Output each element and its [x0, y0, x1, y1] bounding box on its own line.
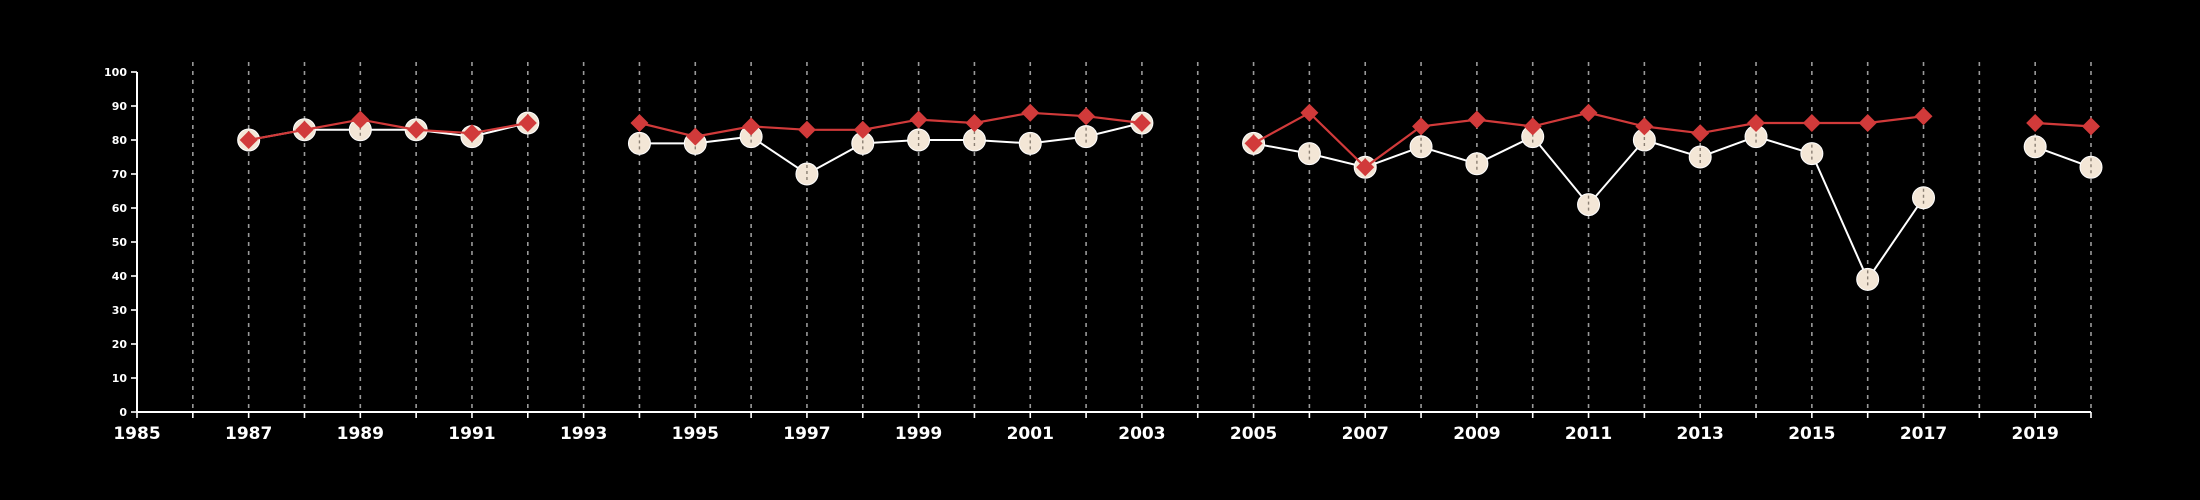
diamond-point-1992: [518, 114, 537, 132]
x-tick-label-1985: 1985: [113, 424, 160, 444]
x-tick-label-1995: 1995: [672, 424, 719, 444]
diamond-point-2002: [1077, 107, 1096, 126]
y-tick-label-60: 60: [112, 202, 128, 215]
x-tick-label-2017: 2017: [1900, 424, 1947, 444]
diamond-point-2009: [1467, 110, 1486, 129]
y-tick-label-80: 80: [112, 134, 128, 147]
diamond-point-2020: [2082, 117, 2100, 136]
diamond-point-1995: [686, 127, 705, 146]
y-tick-label-50: 50: [112, 236, 128, 249]
diamond-point-1997: [797, 120, 816, 139]
y-tick-label-0: 0: [119, 406, 127, 419]
diamond-point-1989: [351, 110, 370, 129]
series-diamond-line-segment-1: [639, 111, 1143, 138]
y-tick-label-10: 10: [112, 372, 128, 385]
series-diamond-line-segment-0: [248, 118, 528, 142]
diamond-point-2019: [2026, 114, 2045, 132]
diamond-point-2010: [1523, 117, 1542, 136]
diamond-point-1991: [462, 124, 481, 143]
diamond-point-2014: [1747, 114, 1766, 132]
y-tick-label-70: 70: [112, 168, 128, 181]
y-tick-label-90: 90: [112, 100, 128, 113]
x-tick-label-1991: 1991: [448, 424, 495, 444]
x-tick-label-2005: 2005: [1230, 424, 1277, 444]
diamond-point-2015: [1802, 114, 1821, 132]
x-tick-label-1993: 1993: [560, 424, 607, 444]
x-tick-label-1987: 1987: [225, 424, 272, 444]
series-circle-line-segment-1: [639, 122, 1143, 176]
y-tick-label-30: 30: [112, 304, 128, 317]
x-tick-label-2009: 2009: [1453, 424, 1500, 444]
x-tick-label-2011: 2011: [1565, 424, 1612, 444]
diamond-point-2008: [1412, 117, 1431, 136]
diamond-point-1998: [853, 120, 872, 139]
diamond-point-2006: [1300, 103, 1319, 122]
y-tick-label-40: 40: [112, 270, 128, 283]
diamond-point-1990: [407, 120, 426, 139]
x-tick-label-2001: 2001: [1007, 424, 1054, 444]
diamond-point-2012: [1635, 117, 1654, 136]
x-tick-label-2007: 2007: [1342, 424, 1389, 444]
diamond-point-1994: [630, 114, 649, 132]
diamond-point-2007: [1356, 158, 1375, 177]
diamond-point-2017: [1914, 107, 1933, 126]
diamond-point-2011: [1579, 103, 1598, 122]
diamond-point-1999: [909, 110, 928, 129]
x-tick-label-1997: 1997: [783, 424, 830, 444]
diamond-point-2003: [1132, 114, 1151, 132]
x-tick-label-1999: 1999: [895, 424, 942, 444]
y-tick-label-20: 20: [112, 338, 128, 351]
diamond-point-2005: [1244, 134, 1263, 153]
diamond-point-1988: [295, 120, 314, 139]
x-tick-label-1989: 1989: [337, 424, 384, 444]
x-tick-label-2019: 2019: [2012, 424, 2059, 444]
x-tick-label-2015: 2015: [1788, 424, 1835, 444]
x-tick-label-2013: 2013: [1677, 424, 1724, 444]
y-tick-label-100: 100: [104, 66, 127, 79]
diamond-point-2001: [1021, 103, 1040, 122]
diamond-point-2016: [1858, 114, 1877, 132]
x-tick-label-2003: 2003: [1118, 424, 1165, 444]
series-diamond-line-segment-3: [2035, 121, 2092, 128]
diamond-point-2013: [1691, 124, 1710, 143]
diamond-point-1996: [742, 117, 761, 136]
diamond-point-1987: [239, 131, 258, 149]
diamond-point-2000: [965, 114, 984, 132]
